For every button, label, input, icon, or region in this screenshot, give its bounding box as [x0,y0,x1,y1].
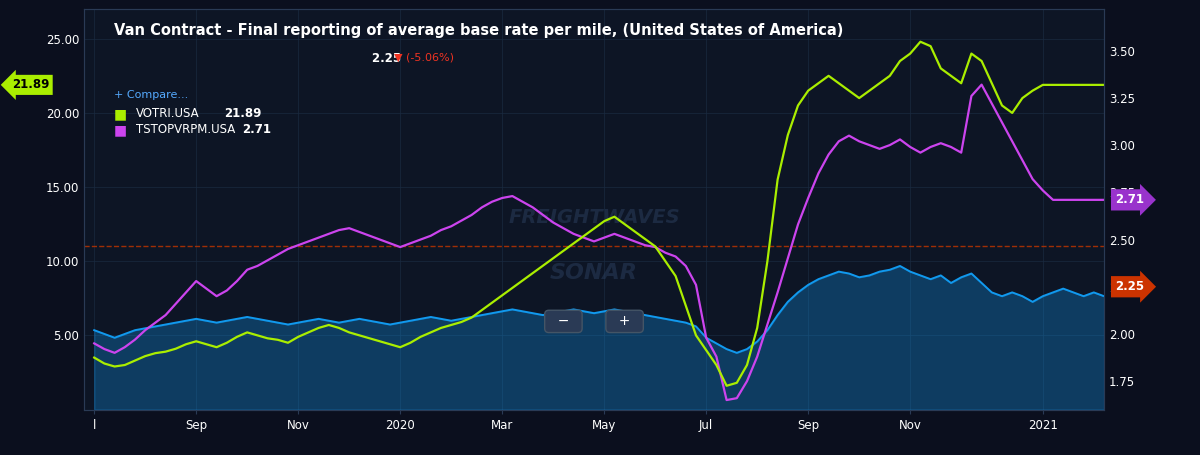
Text: ▼ (-5.06%): ▼ (-5.06%) [394,52,454,62]
Text: Van Contract - Final reporting of average base rate per mile, (United States of : Van Contract - Final reporting of averag… [114,23,844,38]
Text: FREIGHTWAVES: FREIGHTWAVES [508,208,680,227]
Text: 2.71: 2.71 [1115,193,1144,207]
Text: 21.89: 21.89 [224,107,262,120]
Text: 21.89: 21.89 [12,78,49,91]
Text: −: − [548,314,578,329]
Text: VOTRI.USA: VOTRI.USA [136,107,199,120]
Text: +: + [610,314,640,329]
Text: 2.71: 2.71 [242,123,271,136]
Text: ■: ■ [114,123,132,137]
Text: 2.25: 2.25 [1115,280,1145,293]
Text: 2.25: 2.25 [372,52,406,66]
Text: ■: ■ [114,107,132,121]
Text: SONAR: SONAR [550,263,638,283]
Text: + Compare...: + Compare... [114,90,188,100]
Text: TSTOPVRPM.USA: TSTOPVRPM.USA [136,123,235,136]
